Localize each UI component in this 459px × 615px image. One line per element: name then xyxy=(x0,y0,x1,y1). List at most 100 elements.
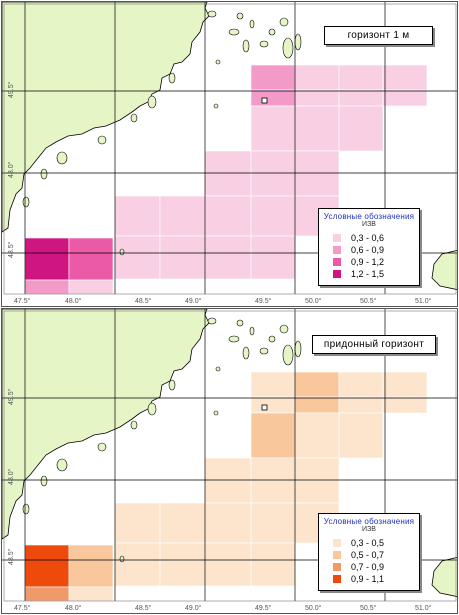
y-tick-label: 49.5° xyxy=(8,388,15,405)
pollution-cell xyxy=(338,89,384,107)
island xyxy=(215,59,221,65)
island xyxy=(207,10,217,18)
island xyxy=(207,317,217,325)
pollution-cell xyxy=(204,457,252,504)
pollution-cell xyxy=(338,412,384,459)
land-area xyxy=(2,309,210,540)
pollution-cell xyxy=(294,412,340,459)
island xyxy=(228,28,240,36)
map-canvas xyxy=(2,2,457,295)
map-frame xyxy=(3,310,457,602)
legend-item: 0,5 - 0,7 xyxy=(319,549,419,561)
island xyxy=(259,40,269,48)
pollution-cell xyxy=(24,586,70,602)
island xyxy=(119,555,125,563)
land-area xyxy=(2,2,210,233)
legend-label: 0,9 - 1,2 xyxy=(351,257,385,267)
y-tick-label: 49.5° xyxy=(8,81,15,98)
pollution-cell xyxy=(338,396,384,414)
pollution-cell xyxy=(204,150,252,197)
island xyxy=(242,39,250,53)
island xyxy=(168,379,176,391)
x-tick-label: 47.5° xyxy=(14,605,31,612)
pollution-cell xyxy=(250,412,296,459)
pollution-cell xyxy=(382,89,428,107)
legend-title: Условные обозначения xyxy=(323,212,415,221)
island xyxy=(279,324,289,334)
pollution-cell xyxy=(294,457,340,504)
island xyxy=(282,344,294,366)
legend-label: 0,6 - 0,9 xyxy=(351,245,385,255)
pollution-cell xyxy=(250,64,296,91)
island xyxy=(236,319,244,327)
legend-swatch xyxy=(333,234,341,242)
island xyxy=(97,135,107,145)
pollution-cell xyxy=(382,396,428,414)
pollution-cell xyxy=(114,502,161,544)
island xyxy=(147,95,157,109)
pollution-cell xyxy=(159,542,206,587)
pollution-cell xyxy=(250,371,296,398)
island xyxy=(56,151,68,165)
island xyxy=(268,28,276,36)
pollution-cell xyxy=(68,279,114,295)
pollution-cell xyxy=(294,64,340,91)
x-tick-label: 50.0° xyxy=(305,605,322,612)
y-tick-label: 48.0° xyxy=(8,468,15,485)
pollution-cell xyxy=(204,502,252,544)
pollution-cell xyxy=(294,396,340,414)
legend-item: 0,6 - 0,9 xyxy=(319,244,419,256)
pollution-cell xyxy=(204,235,252,280)
pollution-cell xyxy=(24,237,70,281)
x-tick-label: 49.0° xyxy=(185,605,202,612)
island xyxy=(147,402,157,416)
map-canvas xyxy=(2,309,457,602)
legend-swatch xyxy=(333,270,341,278)
pollution-cell xyxy=(294,105,340,152)
y-tick-label: 48.5° xyxy=(8,548,15,565)
pollution-cell xyxy=(338,371,384,398)
legend-subtitle: ИЗВ xyxy=(362,221,376,228)
island xyxy=(168,72,176,84)
pollution-cell xyxy=(250,105,296,152)
pollution-cell xyxy=(250,89,296,107)
legend-label: 0,5 - 0,7 xyxy=(351,550,385,560)
pollution-cell xyxy=(204,195,252,237)
legend-item: 1,2 - 1,5 xyxy=(319,268,419,280)
island xyxy=(294,33,302,51)
legend-box: Условные обозначения ИЗВ 0,3 - 0,6 0,6 -… xyxy=(318,208,420,286)
x-tick-label: 48.0° xyxy=(65,605,82,612)
island xyxy=(215,366,221,372)
island xyxy=(130,113,138,123)
pollution-cell xyxy=(382,64,428,91)
pollution-cell xyxy=(159,235,206,280)
pollution-cell xyxy=(114,542,161,587)
legend-label: 0,7 - 0,9 xyxy=(351,562,385,572)
legend-swatch xyxy=(333,258,341,266)
pollution-cell xyxy=(250,502,296,544)
x-tick-label: 51.0° xyxy=(415,298,432,305)
x-tick-label: 47.5° xyxy=(14,298,31,305)
pollution-cell xyxy=(159,502,206,544)
island xyxy=(213,410,219,416)
island xyxy=(242,346,250,360)
pollution-cell xyxy=(114,235,161,280)
station-marker xyxy=(261,97,268,104)
legend-swatch xyxy=(333,575,341,583)
x-tick-label: 49.0° xyxy=(185,298,202,305)
pollution-cell xyxy=(204,542,252,587)
x-tick-label: 50.5° xyxy=(360,298,377,305)
pollution-cell xyxy=(68,586,114,602)
island xyxy=(259,347,269,355)
island xyxy=(130,420,138,430)
pollution-cell xyxy=(294,371,340,398)
land-area-east xyxy=(431,250,457,290)
pollution-cell xyxy=(24,544,70,588)
island xyxy=(22,196,30,208)
island xyxy=(119,248,125,256)
pollution-cell xyxy=(338,64,384,91)
legend-subtitle: ИЗВ xyxy=(362,526,376,533)
pollution-cell xyxy=(250,150,296,197)
pollution-cell xyxy=(114,195,161,237)
legend-title: Условные обозначения xyxy=(323,517,415,526)
